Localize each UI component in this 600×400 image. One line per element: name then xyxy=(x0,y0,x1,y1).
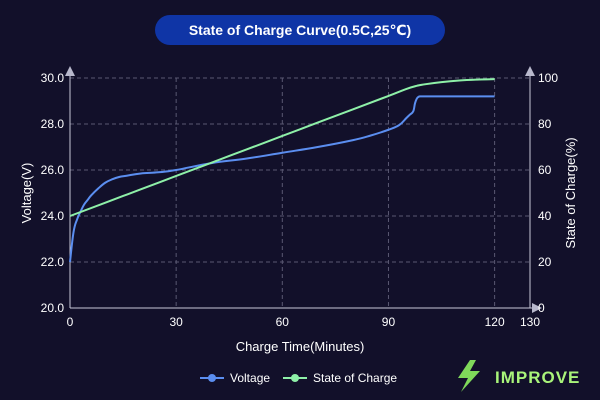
y-left-tick-label: 26.0 xyxy=(41,163,65,177)
legend-label-voltage: Voltage xyxy=(230,371,270,385)
y-left-tick-label: 22.0 xyxy=(41,255,65,269)
legend-marker-state-of-charge xyxy=(291,374,299,382)
grid xyxy=(70,77,530,308)
tick-labels: 0 30 60 90 120 130 20.0 22.0 24.0 26.0 28.0 30.0 0 20… xyxy=(41,71,559,329)
x-tick-label: 60 xyxy=(276,315,290,329)
x-tick-label: 130 xyxy=(520,315,540,329)
series-line-voltage xyxy=(69,95,495,263)
y-right-tick-label: 0 xyxy=(538,301,545,315)
legend: Voltage State of Charge xyxy=(200,371,397,385)
x-tick-label: 90 xyxy=(382,315,396,329)
logo-text: IMPROVE xyxy=(495,368,580,387)
y-left-tick-label: 28.0 xyxy=(41,117,65,131)
y-left-tick-label: 24.0 xyxy=(41,209,65,223)
right-axis-arrow-icon xyxy=(525,66,535,76)
lightning-bolt-icon xyxy=(458,360,480,392)
axes xyxy=(65,66,542,313)
legend-item-state-of-charge[interactable]: State of Charge xyxy=(283,371,397,385)
y-left-tick-label: 20.0 xyxy=(41,301,65,315)
x-tick-label: 120 xyxy=(485,315,505,329)
y-left-tick-label: 30.0 xyxy=(41,71,65,85)
y-right-tick-label: 40 xyxy=(538,209,552,223)
legend-label-state-of-charge: State of Charge xyxy=(313,371,397,385)
x-tick-label: 30 xyxy=(169,315,183,329)
x-axis-label: Charge Time(Minutes) xyxy=(236,339,365,354)
x-axis-arrow-icon xyxy=(532,303,542,313)
legend-item-voltage[interactable]: Voltage xyxy=(200,371,270,385)
y-axis-left-label: Voltage(V) xyxy=(19,163,34,224)
chart-title: State of Charge Curve(0.5C,25℃) xyxy=(155,15,445,45)
x-tick-label: 0 xyxy=(67,315,74,329)
y-axis-right-label: State of Charge(%) xyxy=(563,137,578,248)
y-right-tick-label: 80 xyxy=(538,117,552,131)
series xyxy=(69,78,495,263)
y-right-tick-label: 60 xyxy=(538,163,552,177)
legend-marker-voltage xyxy=(208,374,216,382)
improve-logo: IMPROVE xyxy=(458,360,580,392)
left-axis-arrow-icon xyxy=(65,66,75,76)
y-right-tick-label: 20 xyxy=(538,255,552,269)
y-right-tick-label: 100 xyxy=(538,71,558,85)
series-line-state-of-charge xyxy=(69,78,495,217)
